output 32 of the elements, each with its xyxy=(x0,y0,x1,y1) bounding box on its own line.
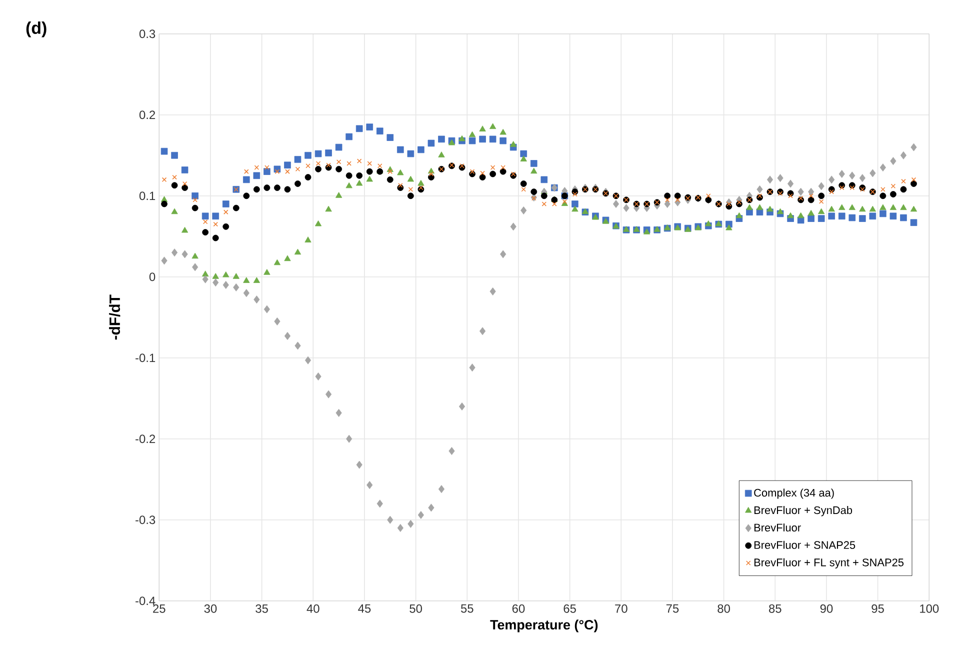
y-tick-label: -0.1 xyxy=(136,354,156,362)
x-tick-label: 90 xyxy=(820,604,833,613)
x-tick-label: 55 xyxy=(460,604,474,613)
x-tick-label: 80 xyxy=(718,604,730,613)
x-tick-label: 70 xyxy=(615,604,628,613)
x-tick-label: 40 xyxy=(306,604,320,613)
x-tick-label: 100 xyxy=(920,604,939,613)
y-tick-label: 0.1 xyxy=(139,192,156,200)
x-tick-label: 65 xyxy=(564,604,576,613)
y-tick-label: 0 xyxy=(149,272,156,282)
y-tick-label: 0.3 xyxy=(139,30,156,38)
x-tick-label: 45 xyxy=(358,604,371,613)
y-tick-label: -0.2 xyxy=(136,434,156,444)
legend-label: BrevFluor + SNAP25 xyxy=(754,540,856,549)
y-tick-label: 0.2 xyxy=(139,110,156,120)
x-tick-label: 50 xyxy=(410,604,422,613)
x-axis-title: Temperature (°C) xyxy=(490,620,598,632)
text: (d) xyxy=(26,22,46,38)
x-tick-label: 25 xyxy=(153,604,166,613)
legend-label: Complex (34 aa) xyxy=(754,488,834,499)
x-tick-label: 60 xyxy=(512,604,525,613)
x-tick-label: 95 xyxy=(872,604,884,613)
x-tick-label: 30 xyxy=(204,604,217,613)
x-tick-label: 35 xyxy=(256,604,268,613)
y-tick-label: -0.4 xyxy=(136,596,156,606)
x-tick-label: 75 xyxy=(666,604,679,613)
legend-label: BrevFluor + SynDab xyxy=(754,506,852,516)
y-axis-title: -dF/dT xyxy=(109,294,120,340)
x-tick-label: 85 xyxy=(769,604,782,613)
legend-label: BrevFluor + FL synt + SNAP25 xyxy=(754,558,904,568)
legend-label: BrevFluor xyxy=(754,523,801,532)
y-tick-label: -0.3 xyxy=(136,516,156,524)
